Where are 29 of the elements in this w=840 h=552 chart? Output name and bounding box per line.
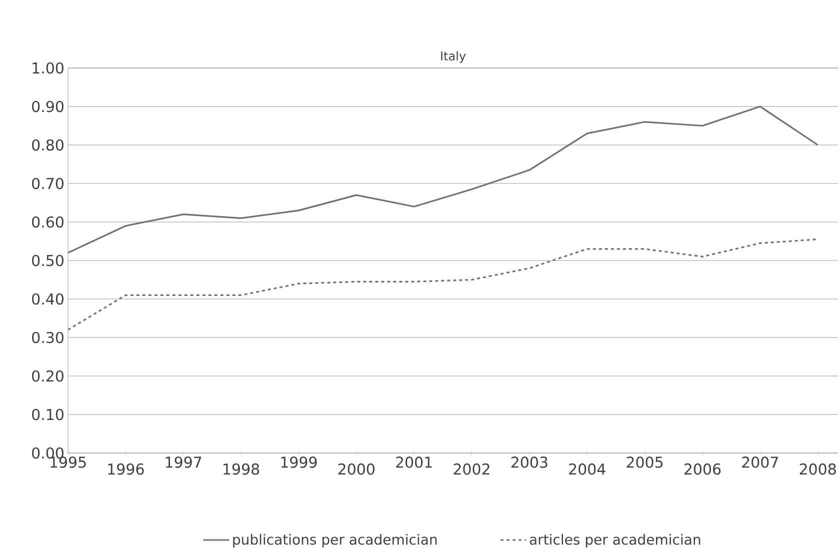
x-tick-label: 2008 <box>800 463 836 475</box>
y-tick-label: 0.30 <box>32 332 64 344</box>
y-tick-label: 0.20 <box>32 370 64 382</box>
x-tick-label: 2000 <box>338 463 374 475</box>
y-tick-label: 0.60 <box>32 216 64 228</box>
legend-label: publications per academician <box>233 534 437 548</box>
x-tick-label: 1999 <box>281 456 317 468</box>
line-series <box>68 106 819 254</box>
y-tick-label: 0.70 <box>32 178 64 190</box>
y-tick-label: 0.50 <box>32 254 64 266</box>
x-tick-label: 2006 <box>684 463 721 475</box>
y-tick-label: 0.40 <box>32 293 64 305</box>
x-tick-label: 2007 <box>742 456 778 468</box>
y-tick-label: 0.00 <box>32 447 64 459</box>
y-tick-label: 0.90 <box>32 100 64 112</box>
legend-label: articles per academician <box>530 534 700 548</box>
x-tick-label: 1995 <box>50 456 86 468</box>
y-tick-label: 1.00 <box>32 62 64 74</box>
y-tick-label: 0.10 <box>32 408 64 420</box>
x-tick-label: 1997 <box>166 456 202 468</box>
y-tick-label: 0.80 <box>32 139 64 151</box>
x-tick-label: 2005 <box>626 456 663 468</box>
x-tick-label: 2001 <box>396 456 432 468</box>
chart-title: Italy <box>441 51 466 63</box>
x-tick-label: 1996 <box>108 463 144 475</box>
x-tick-label: 2004 <box>569 463 606 475</box>
x-tick-label: 2002 <box>454 463 490 475</box>
x-tick-label: 1998 <box>224 463 260 475</box>
x-tick-label: 2003 <box>511 456 548 468</box>
